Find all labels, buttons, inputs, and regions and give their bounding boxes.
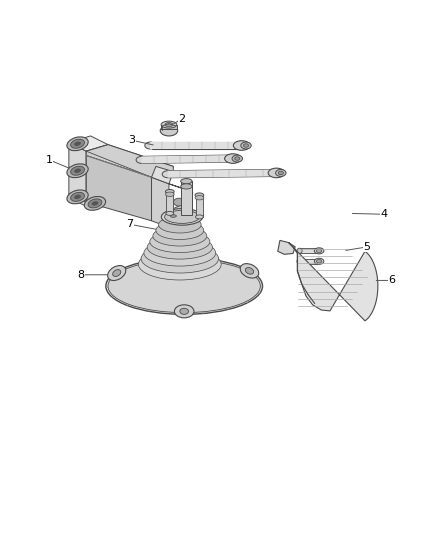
Ellipse shape bbox=[71, 166, 85, 175]
Ellipse shape bbox=[241, 142, 251, 149]
Ellipse shape bbox=[88, 199, 102, 208]
Ellipse shape bbox=[74, 142, 81, 146]
Ellipse shape bbox=[67, 190, 88, 204]
Polygon shape bbox=[300, 248, 317, 254]
Polygon shape bbox=[152, 166, 173, 184]
Ellipse shape bbox=[145, 142, 155, 149]
Ellipse shape bbox=[170, 215, 177, 217]
Ellipse shape bbox=[173, 198, 184, 206]
Polygon shape bbox=[181, 181, 192, 215]
Ellipse shape bbox=[162, 171, 173, 177]
Ellipse shape bbox=[108, 265, 126, 280]
Ellipse shape bbox=[74, 195, 81, 199]
Ellipse shape bbox=[165, 211, 199, 223]
Polygon shape bbox=[166, 192, 173, 213]
Polygon shape bbox=[69, 136, 108, 151]
Ellipse shape bbox=[156, 221, 204, 239]
Text: 6: 6 bbox=[389, 276, 396, 286]
Ellipse shape bbox=[297, 248, 302, 254]
Polygon shape bbox=[69, 142, 86, 202]
Ellipse shape bbox=[225, 154, 241, 163]
Text: 8: 8 bbox=[77, 270, 84, 280]
Ellipse shape bbox=[113, 270, 121, 277]
Ellipse shape bbox=[159, 216, 201, 233]
Polygon shape bbox=[196, 195, 203, 217]
Ellipse shape bbox=[195, 196, 204, 200]
Ellipse shape bbox=[153, 226, 207, 246]
Ellipse shape bbox=[161, 121, 177, 128]
Ellipse shape bbox=[297, 259, 302, 264]
Ellipse shape bbox=[92, 201, 99, 206]
Ellipse shape bbox=[268, 168, 285, 177]
Ellipse shape bbox=[85, 197, 106, 211]
Polygon shape bbox=[141, 155, 232, 163]
Text: 1: 1 bbox=[46, 155, 53, 165]
Ellipse shape bbox=[317, 260, 322, 263]
Ellipse shape bbox=[138, 249, 221, 280]
Ellipse shape bbox=[147, 236, 212, 259]
Ellipse shape bbox=[74, 168, 81, 173]
Polygon shape bbox=[150, 142, 241, 149]
Ellipse shape bbox=[235, 157, 240, 160]
Ellipse shape bbox=[278, 171, 283, 175]
Ellipse shape bbox=[106, 258, 262, 314]
Ellipse shape bbox=[150, 231, 210, 253]
Ellipse shape bbox=[166, 189, 174, 194]
Ellipse shape bbox=[180, 308, 188, 314]
Ellipse shape bbox=[276, 169, 286, 176]
Polygon shape bbox=[161, 125, 177, 129]
Ellipse shape bbox=[314, 248, 324, 254]
Ellipse shape bbox=[245, 268, 254, 274]
Ellipse shape bbox=[233, 141, 250, 150]
Text: 7: 7 bbox=[126, 219, 133, 229]
Polygon shape bbox=[86, 156, 152, 221]
Ellipse shape bbox=[232, 155, 243, 162]
Polygon shape bbox=[289, 243, 378, 321]
Ellipse shape bbox=[314, 258, 324, 264]
Ellipse shape bbox=[67, 164, 88, 177]
Polygon shape bbox=[152, 177, 169, 228]
Ellipse shape bbox=[317, 249, 322, 253]
Ellipse shape bbox=[244, 144, 249, 147]
Text: 3: 3 bbox=[128, 135, 135, 146]
Polygon shape bbox=[69, 193, 86, 206]
Ellipse shape bbox=[174, 305, 194, 318]
Ellipse shape bbox=[136, 156, 147, 163]
Ellipse shape bbox=[166, 192, 174, 197]
Text: 4: 4 bbox=[381, 209, 388, 219]
Polygon shape bbox=[86, 144, 108, 202]
Polygon shape bbox=[169, 184, 188, 228]
Ellipse shape bbox=[181, 184, 192, 189]
Ellipse shape bbox=[195, 215, 203, 219]
Ellipse shape bbox=[71, 192, 85, 201]
Text: 2: 2 bbox=[178, 114, 186, 124]
Ellipse shape bbox=[160, 125, 178, 136]
Ellipse shape bbox=[166, 212, 174, 215]
Text: 5: 5 bbox=[364, 242, 371, 252]
Ellipse shape bbox=[67, 137, 88, 151]
Ellipse shape bbox=[141, 244, 219, 273]
Ellipse shape bbox=[71, 139, 85, 148]
Polygon shape bbox=[278, 240, 295, 254]
Polygon shape bbox=[106, 144, 173, 172]
Ellipse shape bbox=[144, 240, 216, 266]
Ellipse shape bbox=[165, 123, 173, 127]
Ellipse shape bbox=[195, 193, 204, 197]
Ellipse shape bbox=[240, 264, 259, 278]
Ellipse shape bbox=[181, 179, 192, 184]
Ellipse shape bbox=[108, 260, 260, 313]
Polygon shape bbox=[168, 169, 276, 177]
Polygon shape bbox=[300, 259, 317, 264]
Polygon shape bbox=[86, 144, 173, 177]
Ellipse shape bbox=[161, 208, 203, 225]
